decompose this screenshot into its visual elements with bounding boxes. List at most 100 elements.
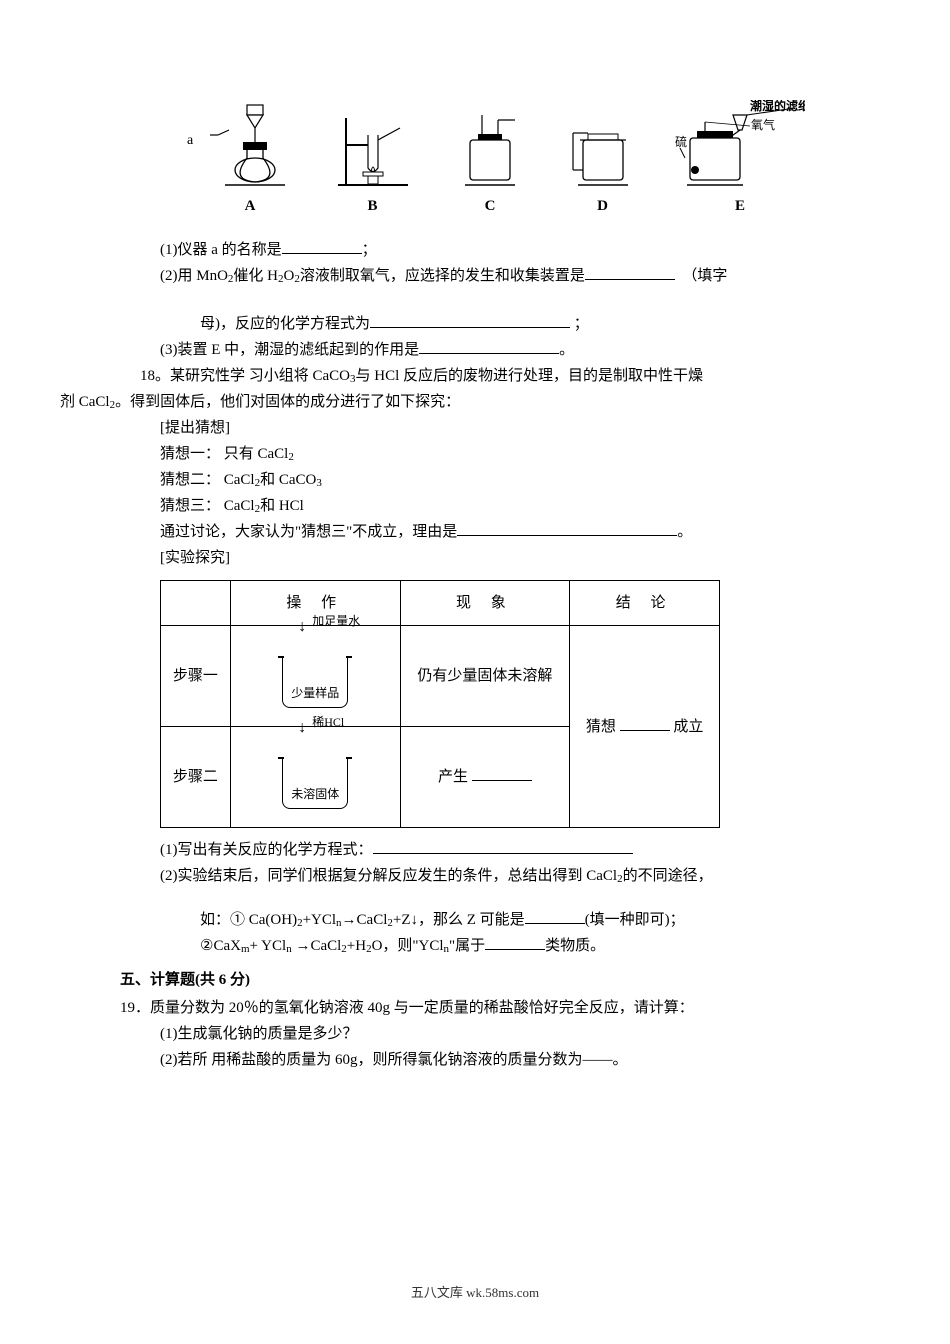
eg1-suffix: (填一种即可)； [585,912,685,928]
after2-prefix: (2)实验结束后，同学们根据复分解反应发生的条件，总结出得到 CaCl [160,868,617,884]
q17-1-prefix: (1)仪器 a 的名称是 [160,242,282,258]
q18-intro2a: 剂 CaCl [60,394,110,410]
eg2-p3: →CaCl [292,938,342,954]
apparatus-d-svg [563,100,643,190]
step1-arrow-text: 加足量水 [312,612,360,631]
beaker-icon: 少量样品 [282,658,348,708]
q17-2-suffix: （填字 [682,268,727,284]
apparatus-diagrams: a A [180,100,830,218]
q18-intro-2: 剂 CaCl2。得到固体后，他们对固体的成分进行了如下探究： [60,390,830,414]
blank-eg1 [525,908,585,924]
step2-operation: 稀HCl 未溶固体 [230,727,400,828]
q17-4: (3)装置 E 中，潮湿的滤纸起到的作用是 。 [120,338,830,362]
step2-beaker-label: 未溶固体 [283,785,347,804]
after2-suffix: 的不同途径， [623,868,713,884]
discuss-suffix: 。 [677,524,692,540]
label-e: E [675,194,805,218]
diagram-c: C [450,100,530,218]
e-oxygen-label: 氧气 [751,117,775,132]
q18-eg1: 如：① Ca(OH)2+YCln→CaCl2+Z↓，那么 Z 可能是(填一种即可… [120,908,830,932]
e-filter-paper-label: 潮湿的滤纸 [750,100,805,113]
h3-text-b: 和 HCl [260,498,304,514]
eg1-p4: +Z↓，那么 Z 可能是 [393,912,525,928]
step2-arrow-text: 稀HCl [312,713,344,732]
label-b: B [328,194,418,218]
experiment-table: 操 作 现 象 结 论 步骤一 加足量水 少量样品 仍有少量固体未溶解 猜想 成… [160,580,720,828]
step1-label: 步骤一 [161,626,231,727]
q18-intro1b: 与 HCl 反应后的废物进行处理，目的是制取中性干燥 [356,368,704,384]
q17-4-suffix: 。 [559,342,574,358]
conc-prefix: 猜想 [586,719,620,735]
q17-4-prefix: (3)装置 E 中，潮湿的滤纸起到的作用是 [160,342,419,358]
q17-2-p1: (2)用 MnO [160,268,228,284]
q18-eg2: ②CaXm+ YCln →CaCl2+H2O，则"YCln"属于类物质。 [120,934,830,958]
after1-prefix: (1)写出有关反应的化学方程式： [160,842,373,858]
eg1-p2: +YCl [303,912,336,928]
q18-intro-1: 18。某研究性学 习小组将 CaCO3与 HCl 反应后的废物进行处理，目的是制… [120,364,830,388]
blank-q17-1 [282,238,362,254]
diagram-a: a A [205,100,295,218]
th-blank [161,581,231,626]
step1-operation: 加足量水 少量样品 [230,626,400,727]
blank-after1 [373,838,633,854]
hypothesis-2: 猜想二： CaCl2和 CaCO3 [120,468,830,492]
step1-observation: 仍有少量固体未溶解 [400,626,570,727]
obs2-prefix: 产生 [438,769,472,785]
hypothesis-3: 猜想三： CaCl2和 HCl [120,494,830,518]
discuss-prefix: 通过讨论，大家认为"猜想三"不成立，理由是 [160,524,457,540]
table-header-row: 操 作 现 象 结 论 [161,581,720,626]
step2-observation: 产生 [400,727,570,828]
label-a: A [205,194,295,218]
apparatus-b-svg [328,100,418,190]
eg2-p4: +H [347,938,366,954]
blank-conc [620,715,670,731]
step1-beaker-label: 少量样品 [283,684,347,703]
eg2-suffix: 类物质。 [545,938,605,954]
q17-1: (1)仪器 a 的名称是； [120,238,830,262]
q18-after-1: (1)写出有关反应的化学方程式： [120,838,830,862]
blank-q17-4 [419,338,559,354]
q17-3-prefix: 母)，反应的化学方程式为 [200,316,370,332]
conclusion-cell: 猜想 成立 [570,626,720,828]
diagram-e: 潮湿的滤纸 氧气 硫 E [675,100,805,218]
eg2-p2: + YCl [250,938,287,954]
blank-eg2 [485,934,545,950]
label-c: C [450,194,530,218]
q17-3: 母)，反应的化学方程式为 ； [120,312,830,336]
th-phenomenon: 现 象 [400,581,570,626]
q17-2-p4: 溶液制取氧气，应选择的发生和收集装置是 [300,268,585,284]
step2-label: 步骤二 [161,727,231,828]
e-sulfur-label: 硫 [675,134,687,149]
h3-text-a: 猜想三： CaCl [160,498,255,514]
eg1-p3: →CaCl [342,912,388,928]
eg2-p6: "属于 [449,938,485,954]
h1-text: 猜想一： 只有 CaCl [160,446,288,462]
blank-discuss [457,520,677,536]
hypothesis-1: 猜想一： 只有 CaCl2 [120,442,830,466]
blank-q17-3 [370,312,570,328]
blank-q17-2 [585,264,675,280]
beaker-icon: 未溶固体 [282,759,348,809]
q19-2: (2)若所 用稀盐酸的质量为 60g，则所得氯化钠溶液的质量分数为——。 [120,1048,830,1072]
apparatus-c-svg [450,100,530,190]
q17-3-suffix: ； [570,316,589,332]
eg1-p1: 如：① Ca(OH) [200,912,297,928]
h2-text-b: 和 CaCO [260,472,316,488]
q17-2-p2: 催化 H [233,268,278,284]
diagram-b: B [328,100,418,218]
hypothesis-title: [提出猜想] [120,416,830,440]
diagram-d: D [563,100,643,218]
q18-intro1a: 18。某研究性学 习小组将 CaCO [140,368,350,384]
arrow-icon [298,614,306,640]
q19-1: (1)生成氯化钠的质量是多少？ [120,1022,830,1046]
h2-text-a: 猜想二： CaCl [160,472,255,488]
q17-2: (2)用 MnO2催化 H2O2溶液制取氧气，应选择的发生和收集装置是 （填字 [120,264,830,288]
th-conclusion: 结 论 [570,581,720,626]
blank-obs2 [472,765,532,781]
q18-intro2b: 。得到固体后，他们对固体的成分进行了如下探究： [115,394,460,410]
label-d: D [563,194,643,218]
eg2-p5: O，则"YCl [372,938,444,954]
table-row-1: 步骤一 加足量水 少量样品 仍有少量固体未溶解 猜想 成立 [161,626,720,727]
eg2-p1: ②CaX [200,938,241,954]
a-pointer-label: a [187,130,193,152]
